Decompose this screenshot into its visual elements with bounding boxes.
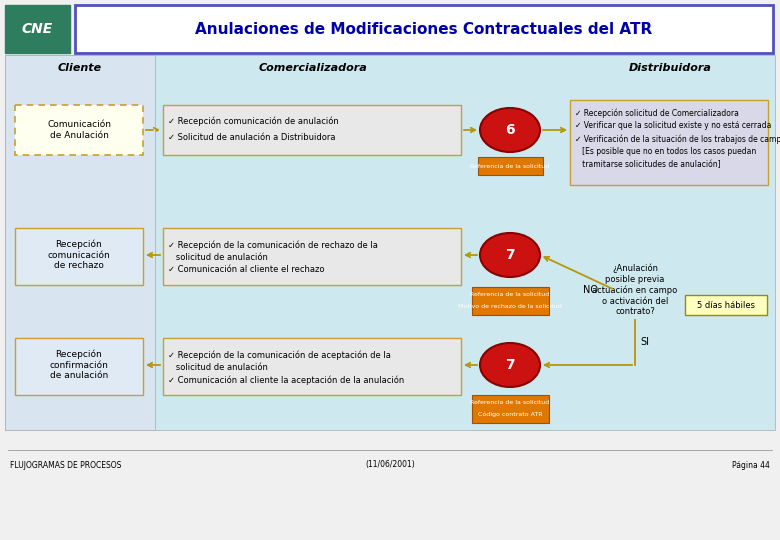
Ellipse shape [480, 343, 540, 387]
Bar [570, 100, 768, 185]
Text: Comercializadora: Comercializadora [258, 63, 367, 73]
Bar [5, 55, 775, 430]
Text: Recepción
confirmación
de anulación: Recepción confirmación de anulación [50, 350, 108, 380]
Text: actuación en campo: actuación en campo [592, 285, 678, 295]
Text: Comunicación
de Anulación: Comunicación de Anulación [47, 120, 111, 140]
Text: ✓ Solicitud de anulación a Distribuidora: ✓ Solicitud de anulación a Distribuidora [168, 132, 335, 141]
Bar [685, 295, 767, 315]
Text: ✓ Verificar que la solicitud existe y no está cerrada: ✓ Verificar que la solicitud existe y no… [575, 122, 771, 131]
Text: tramitarse solicitudes de anulación]: tramitarse solicitudes de anulación] [575, 160, 721, 170]
Bar [15, 228, 143, 285]
Text: ✓ Recepción de la comunicación de aceptación de la: ✓ Recepción de la comunicación de acepta… [168, 350, 391, 360]
Text: Referencia de la solicitud: Referencia de la solicitud [470, 293, 550, 298]
Text: NO: NO [583, 285, 597, 295]
Bar [472, 287, 549, 315]
Text: FLUJOGRAMAS DE PROCESOS: FLUJOGRAMAS DE PROCESOS [10, 461, 122, 469]
Text: ✓ Recepción solicitud de Comercializadora: ✓ Recepción solicitud de Comercializador… [575, 108, 739, 118]
Text: Recepción
comunicación
de rechazo: Recepción comunicación de rechazo [48, 240, 111, 270]
Text: 6: 6 [505, 123, 515, 137]
Bar [15, 105, 143, 155]
Text: SI: SI [640, 337, 650, 347]
Text: ✓ Verificación de la situación de los trabajos de campo: ✓ Verificación de la situación de los tr… [575, 134, 780, 144]
Text: Código contrato ATR: Código contrato ATR [477, 411, 542, 417]
Text: Página 44: Página 44 [732, 461, 770, 469]
Text: solicitud de anulación: solicitud de anulación [168, 362, 268, 372]
Ellipse shape [480, 233, 540, 277]
Text: [Es posible que no en todos los casos puedan: [Es posible que no en todos los casos pu… [575, 147, 757, 157]
Text: ✓ Comunicación al cliente la aceptación de la anulación: ✓ Comunicación al cliente la aceptación … [168, 375, 404, 384]
Text: solicitud de anulación: solicitud de anulación [168, 253, 268, 261]
Text: 5 días hábiles: 5 días hábiles [697, 300, 755, 309]
Bar [472, 395, 549, 423]
Text: CNE: CNE [21, 22, 52, 36]
Text: Distribuidora: Distribuidora [629, 63, 711, 73]
Bar [5, 5, 70, 53]
Text: 7: 7 [505, 358, 515, 372]
Text: posible previa: posible previa [605, 274, 665, 284]
Text: Cliente: Cliente [58, 63, 102, 73]
Text: ✓ Recepción de la comunicación de rechazo de la: ✓ Recepción de la comunicación de rechaz… [168, 240, 378, 249]
Text: o activación del: o activación del [602, 296, 668, 306]
Text: Anulaciones de Modificaciones Contractuales del ATR: Anulaciones de Modificaciones Contractua… [195, 22, 653, 37]
Text: Motivo de rechazo de la solicitud: Motivo de rechazo de la solicitud [458, 303, 562, 308]
Bar [75, 5, 773, 53]
Text: 7: 7 [505, 248, 515, 262]
Bar [163, 105, 461, 155]
Bar [163, 228, 461, 285]
Text: Referencia de la solicitud: Referencia de la solicitud [470, 164, 550, 168]
Ellipse shape [480, 108, 540, 152]
Text: Referencia de la solicitud: Referencia de la solicitud [470, 401, 550, 406]
Text: ¿Anulación: ¿Anulación [612, 263, 658, 273]
Bar [5, 55, 155, 430]
Text: contrato?: contrato? [615, 307, 655, 316]
Text: ✓ Recepción comunicación de anulación: ✓ Recepción comunicación de anulación [168, 116, 339, 126]
Text: (11/06/2001): (11/06/2001) [365, 461, 415, 469]
Bar [163, 338, 461, 395]
Text: ✓ Comunicación al cliente el rechazo: ✓ Comunicación al cliente el rechazo [168, 266, 324, 274]
Bar [15, 338, 143, 395]
Bar [478, 157, 543, 175]
